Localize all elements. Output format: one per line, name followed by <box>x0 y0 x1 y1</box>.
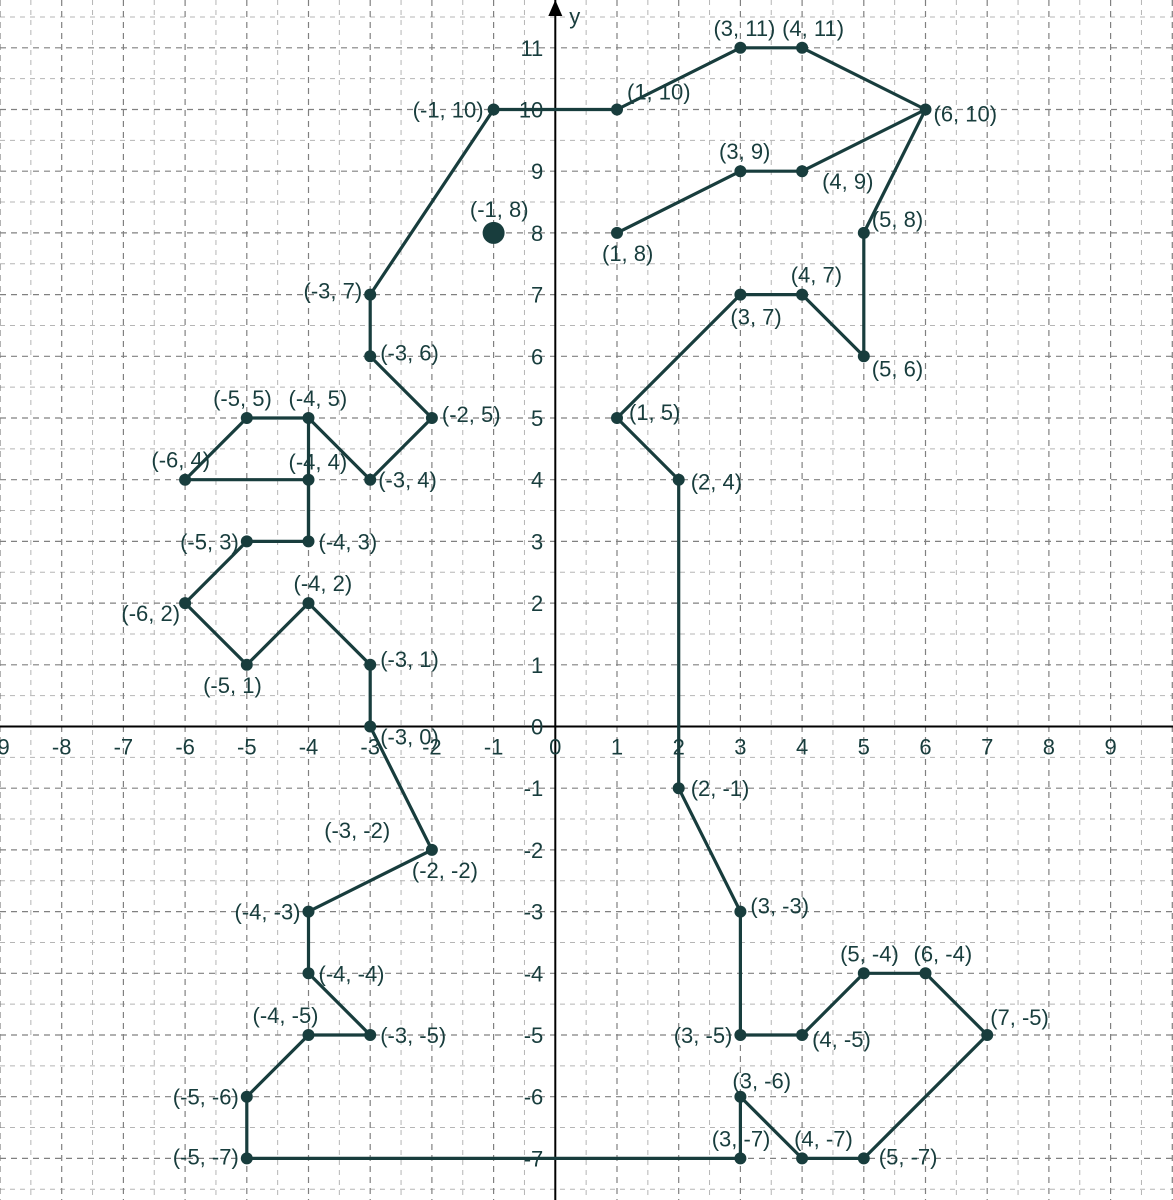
x-tick-label: 1 <box>611 735 623 760</box>
y-tick-label: -2 <box>524 838 544 863</box>
point-label: (-1, 8) <box>470 197 529 222</box>
y-tick-label: 0 <box>531 715 543 740</box>
point-label: (3, -5) <box>674 1023 733 1048</box>
x-tick-label: 9 <box>1104 735 1116 760</box>
point-label: (-5, -7) <box>173 1144 239 1169</box>
y-tick-label: -3 <box>524 900 544 925</box>
y-tick-label: 6 <box>531 344 543 369</box>
point-label: (-6, 4) <box>151 448 210 473</box>
point-label: (1, 10) <box>627 80 691 105</box>
point-label: (4, 7) <box>791 263 842 288</box>
x-tick-label: -1 <box>484 735 504 760</box>
x-tick-label: -6 <box>175 735 195 760</box>
point-label: (3, -3) <box>750 894 809 919</box>
y-tick-label: 1 <box>531 653 543 678</box>
y-tick-label: 5 <box>531 406 543 431</box>
point-label: (-3, 6) <box>380 340 439 365</box>
point-label: (2, 4) <box>691 470 742 495</box>
y-tick-label: 3 <box>531 529 543 554</box>
point-label: (-3, 1) <box>380 647 439 672</box>
point-label: (-3, 7) <box>304 279 363 304</box>
point-label: (4, 11) <box>782 16 844 41</box>
point-label: (7, -5) <box>990 1005 1049 1030</box>
coordinate-chart: -9-8-7-6-5-4-3-2-10123456789-7-6-5-4-3-2… <box>0 0 1173 1200</box>
y-tick-label: -4 <box>524 961 544 986</box>
point-label: (-3, 0) <box>380 725 439 750</box>
x-tick-label: 6 <box>919 735 931 760</box>
x-tick-label: -8 <box>52 735 72 760</box>
big-point <box>483 222 505 244</box>
y-tick-label: 7 <box>531 283 543 308</box>
point-label: (5, 6) <box>872 356 923 381</box>
point-label: (4, 9) <box>822 169 873 194</box>
y-tick-label: 2 <box>531 591 543 616</box>
point-label: (2, -1) <box>691 776 750 801</box>
point-label: (-4, 5) <box>289 386 348 411</box>
point-label: (-4, -5) <box>253 1003 319 1028</box>
x-tick-label: 4 <box>796 735 808 760</box>
y-tick-label: 4 <box>531 468 543 493</box>
x-tick-label: 7 <box>981 735 993 760</box>
x-tick-label: -5 <box>237 735 257 760</box>
point-label: (3, -7) <box>712 1126 771 1151</box>
x-tick-label: 3 <box>734 735 746 760</box>
point-label: (-4, -4) <box>319 961 385 986</box>
y-tick-label: -1 <box>524 776 544 801</box>
point-label: (-2, 5) <box>442 402 501 427</box>
point-label: (1, 8) <box>602 241 653 266</box>
point-label: (4, -5) <box>812 1027 871 1052</box>
y-tick-label: -6 <box>524 1085 544 1110</box>
point-label: (-2, -2) <box>412 858 478 883</box>
point-label: (3, -6) <box>732 1069 791 1094</box>
point-label: (5, 8) <box>872 207 923 232</box>
point-label: (-5, 3) <box>180 529 239 554</box>
point-label: (5, -4) <box>840 941 899 966</box>
point-label: (6, -4) <box>914 941 973 966</box>
point-label: (3, 9) <box>719 139 770 164</box>
y-tick-label: 8 <box>531 221 543 246</box>
x-tick-label: 5 <box>858 735 870 760</box>
point-label: (3, 7) <box>730 305 781 330</box>
point-label: (-6, 2) <box>121 601 180 626</box>
point-label: (-3, -5) <box>380 1023 446 1048</box>
point-label: (3, 11) <box>713 16 775 41</box>
point-label: (-5, 5) <box>213 386 272 411</box>
point-label: (-1, 10) <box>413 98 484 123</box>
point-label: (-4, 4) <box>289 450 348 475</box>
point-label: (-4, 3) <box>319 529 378 554</box>
chart-svg: -9-8-7-6-5-4-3-2-10123456789-7-6-5-4-3-2… <box>0 0 1173 1200</box>
y-tick-label: 11 <box>520 36 543 61</box>
x-tick-label: 0 <box>549 735 561 760</box>
point-label: (-5, 1) <box>203 673 262 698</box>
y-tick-label: 9 <box>531 159 543 184</box>
x-tick-label: -7 <box>114 735 134 760</box>
point-label: (-4, 2) <box>294 571 353 596</box>
y-axis-label: y <box>569 4 580 29</box>
x-tick-label: 8 <box>1043 735 1055 760</box>
point-label: (4, -7) <box>794 1126 853 1151</box>
point-label: (-4, -3) <box>235 900 301 925</box>
x-tick-label: -9 <box>0 735 10 760</box>
point-label: (-5, -6) <box>173 1085 239 1110</box>
x-tick-label: -4 <box>299 735 319 760</box>
y-tick-label: -5 <box>524 1023 544 1048</box>
point-label: (1, 5) <box>629 400 680 425</box>
point-label: (-3, 4) <box>378 468 437 493</box>
point-label: (5, -7) <box>879 1144 938 1169</box>
point-label: (6, 10) <box>934 102 998 127</box>
point-label: (-3, -2) <box>324 818 390 843</box>
